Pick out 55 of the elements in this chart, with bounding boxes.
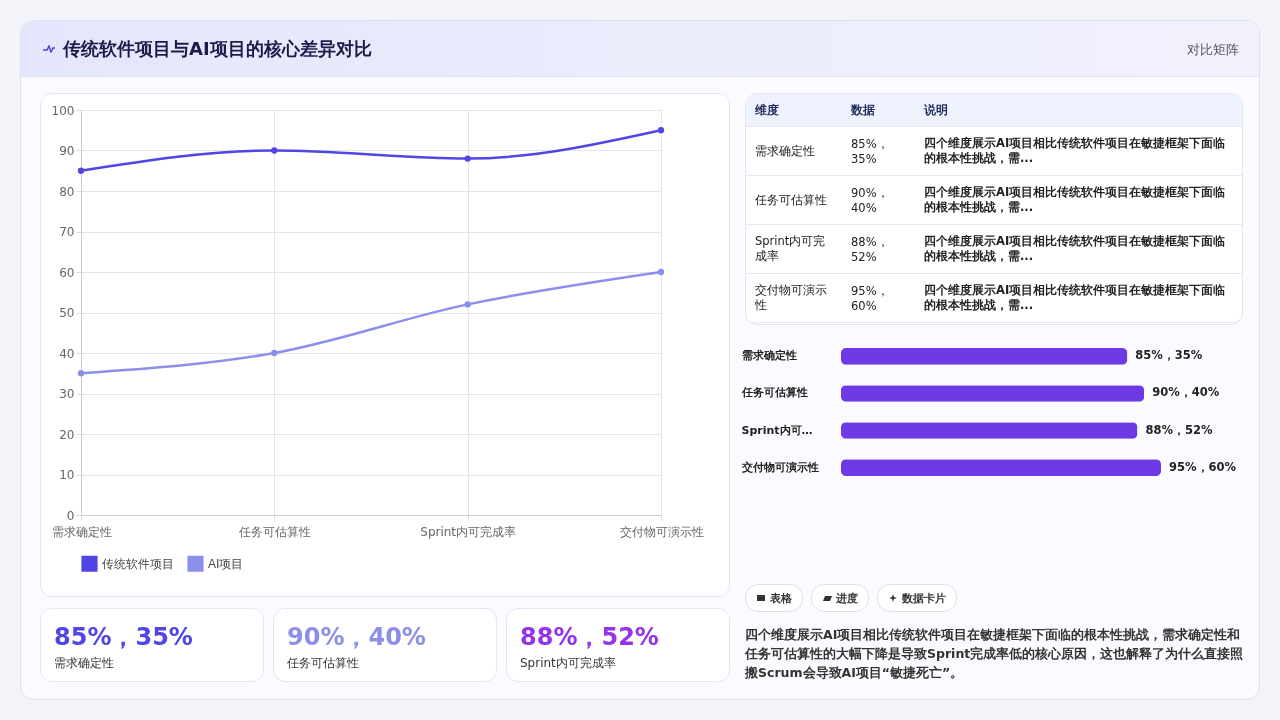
text: 88%，52% [842,224,915,274]
legend-label: AI项目 [208,556,244,571]
x-tick-label: 任务可估算性 [237,524,311,539]
text: 四个维度展示AI项目相比传统软件项目在敏捷框架下面临的根本性挑战，需求确定性和任务可估算性的大幅下降是导致Sprint完成率低的核心原因，这也解释了为什么直接照搬Scrum会导致AI项目“敏捷死亡”。 [745,626,1245,682]
chart-title: 传统软件项目与AI项目的核心差异对比 [63,37,372,61]
text: 85%，35% [54,622,193,653]
category-label: 表格 [745,584,803,612]
point [657,127,665,134]
text: 四个维度展示AI项目相比传统软件项目在敏捷框架下面临的根本性挑战，需... [915,224,1242,274]
y-tick-label: 任务可估算性 [740,386,808,400]
text: 四个维度展示AI项目相比传统软件项目在敏捷框架下面临的根本性挑战，需... [915,273,1242,323]
category-label: 维度 [746,94,842,127]
category-label: 任务可估算性 [287,655,359,672]
text: Sprint内可完成率 [746,224,842,274]
category-label: 说明 [915,94,1242,127]
y-tick-label: 90 [59,144,75,158]
y-tick-label: 100 [51,103,75,118]
category-label: Sprint内可完成率 [520,655,616,672]
point [464,155,471,162]
y-tick-label: 交付物可演示性 [740,460,819,474]
point [657,268,665,276]
text: 对比矩阵 [1187,41,1239,59]
category-label: 数据 [842,94,915,127]
y-tick-label: 40 [59,346,75,361]
data-label: 85%，35% [1135,348,1203,363]
point [77,370,85,377]
text: 四个维度展示AI项目相比传统软件项目在敏捷框架下面临的根本性挑战，需... [915,175,1242,225]
category-label: 进度 [811,584,869,612]
text: 95%，60% [842,273,915,323]
y-tick-label: Sprint内可… [741,423,813,437]
y-tick-label: 0 [66,508,75,523]
text: 90%，40% [287,622,426,653]
y-tick-label: 20 [59,427,75,442]
text: 90%，40% [842,175,915,225]
y-tick-label: 10 [59,468,75,482]
y-tick-label: 70 [59,225,75,239]
point [464,301,471,308]
category-label: 数据卡片 [877,584,957,612]
data-label: 95%，60% [1169,459,1237,474]
x-tick-label: Sprint内可完成率 [420,524,517,539]
text: 四个维度展示AI项目相比传统软件项目在敏捷框架下面临的根本性挑战，需... [915,126,1242,176]
y-tick-label: 需求确定性 [741,349,797,363]
x-tick-label: 交付物可演示性 [619,524,704,539]
y-tick-label: 30 [59,387,75,401]
data-label: 88%，52% [1145,422,1213,437]
text: 88%，52% [520,622,659,653]
y-tick-label: 80 [59,184,75,199]
point [77,167,85,174]
data-label: 90%，40% [1152,385,1220,400]
text: 85%，35% [842,126,915,176]
point [271,349,278,357]
legend-label: 传统软件项目 [102,556,174,571]
y-tick-label: 60 [59,265,75,280]
y-tick-label: 50 [59,306,75,320]
point [271,147,278,154]
